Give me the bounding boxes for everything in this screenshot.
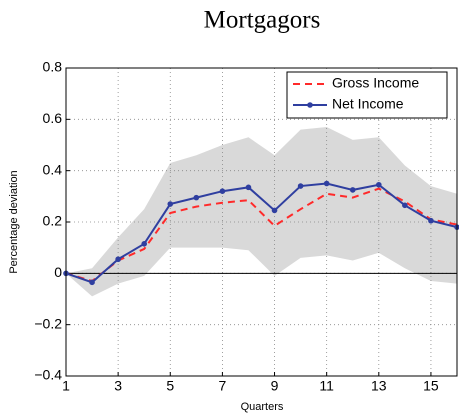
marker <box>297 183 304 189</box>
x-tick-label: 9 <box>271 378 279 394</box>
y-tick-label: 0 <box>54 264 62 280</box>
marker <box>219 188 226 194</box>
y-tick-label: 0.8 <box>43 59 63 75</box>
chart-title: Mortgagors <box>204 7 321 34</box>
x-tick-label: 15 <box>423 378 439 394</box>
marker <box>141 241 147 247</box>
marker <box>323 180 330 187</box>
x-tick-label: 1 <box>62 378 70 394</box>
x-axis-label: Quarters <box>241 401 284 413</box>
y-axis-label: Percentage deviation <box>8 170 20 273</box>
legend-marker <box>307 102 313 108</box>
line <box>65 182 458 284</box>
marker <box>193 194 200 201</box>
y-tick-label: 0.2 <box>43 213 63 229</box>
marker <box>402 202 408 209</box>
legend-label: Net Income <box>332 96 404 112</box>
y-tick-label: −0.4 <box>34 367 62 383</box>
x-tick-label: 5 <box>166 378 174 394</box>
x-tick-label: 3 <box>114 378 122 394</box>
marker <box>376 181 382 188</box>
marker <box>89 279 95 286</box>
x-tick-label: 13 <box>371 378 387 394</box>
legend-label: Gross Income <box>332 75 419 91</box>
marker <box>115 256 121 263</box>
x-tick-label: 7 <box>219 378 227 394</box>
y-tick-label: −0.2 <box>34 315 62 331</box>
marker <box>167 201 174 207</box>
x-tick-label: 11 <box>319 378 334 394</box>
legend-box <box>286 71 448 119</box>
marker <box>428 217 434 224</box>
marker <box>271 207 278 214</box>
plot-frame <box>65 67 458 377</box>
y-tick-label: 0.4 <box>43 161 63 177</box>
y-tick-label: 0.6 <box>43 110 63 126</box>
marker <box>349 187 356 193</box>
marker <box>245 184 252 191</box>
